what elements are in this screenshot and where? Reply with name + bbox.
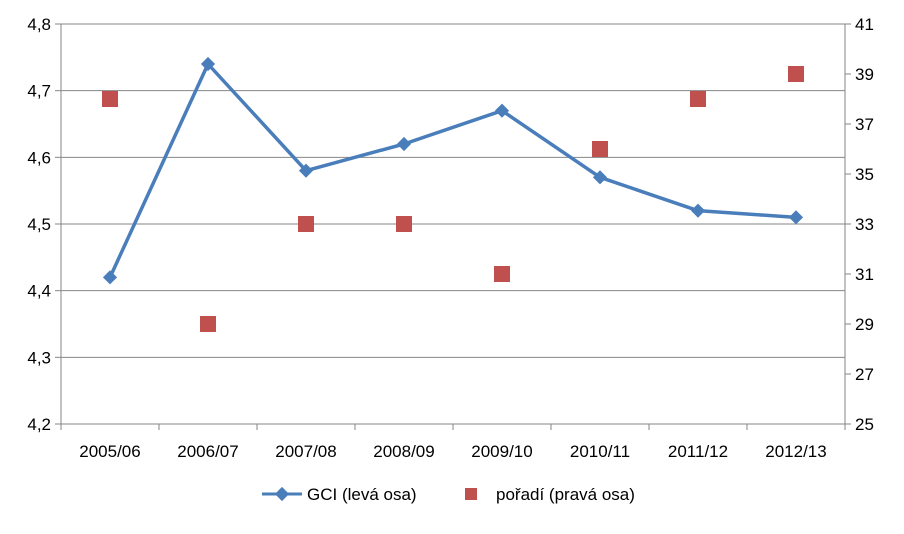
legend: GCI (levá osa) pořadí (pravá osa) xyxy=(262,485,635,504)
rank-point xyxy=(494,266,510,282)
gridlines xyxy=(61,23,845,358)
legend-gci-label: GCI (levá osa) xyxy=(307,485,417,504)
left-axis-tick-label: 4,8 xyxy=(27,15,51,34)
gci-point xyxy=(788,210,804,225)
legend-rank-marker xyxy=(465,488,477,500)
rank-point xyxy=(690,91,706,107)
rank-point xyxy=(592,141,608,157)
right-axis-tick-label: 41 xyxy=(855,15,874,34)
x-axis-tick-label: 2006/07 xyxy=(177,442,238,461)
right-axis-tick-label: 35 xyxy=(855,165,874,184)
rank-point xyxy=(298,216,314,232)
left-axis-tick-label: 4,4 xyxy=(27,282,51,301)
right-axis-tick-label: 31 xyxy=(855,265,874,284)
legend-gci-marker xyxy=(274,486,290,502)
gci-point xyxy=(592,170,608,185)
gci-series xyxy=(102,56,804,285)
x-axis-tick-label: 2007/08 xyxy=(275,442,336,461)
left-axis-tick-labels: 4,2 4,3 4,4 4,5 4,6 4,7 4,8 xyxy=(27,15,51,434)
x-axis-tick-label: 2012/13 xyxy=(765,442,826,461)
left-axis-tick-label: 4,3 xyxy=(27,348,51,367)
legend-rank-label: pořadí (pravá osa) xyxy=(496,485,635,504)
left-axis-tick-label: 4,6 xyxy=(27,148,51,167)
gci-line xyxy=(108,62,797,279)
x-axis-tick-label: 2005/06 xyxy=(79,442,140,461)
left-axis-tick-label: 4,7 xyxy=(27,82,51,101)
gci-point xyxy=(396,136,412,152)
rank-point xyxy=(102,91,118,107)
right-axis-tick-labels: 25 27 29 31 33 35 37 39 41 xyxy=(855,15,874,434)
gci-point xyxy=(102,270,118,285)
left-axis-tick-label: 4,2 xyxy=(27,415,51,434)
x-axis-tick-label: 2011/12 xyxy=(668,442,728,461)
gci-point xyxy=(494,103,510,118)
rank-point xyxy=(788,66,804,82)
left-axis-tick-label: 4,5 xyxy=(27,215,51,234)
right-axis-tick-label: 39 xyxy=(855,65,874,84)
right-axis-tick-label: 33 xyxy=(855,215,874,234)
right-axis-tick-label: 27 xyxy=(855,365,874,384)
x-axis-tick-label: 2009/10 xyxy=(471,442,532,461)
axes xyxy=(55,23,851,430)
x-axis-tick-label: 2008/09 xyxy=(373,442,434,461)
right-axis-tick-label: 25 xyxy=(855,415,874,434)
rank-point xyxy=(396,216,412,232)
gci-point xyxy=(690,203,706,218)
right-axis-tick-label: 37 xyxy=(855,115,874,134)
rank-point xyxy=(200,316,216,332)
gci-point xyxy=(298,163,314,178)
x-axis-tick-labels: 2005/06 2006/07 2007/08 2008/09 2009/10 2010/… xyxy=(79,442,826,461)
x-axis-tick-label: 2010/11 xyxy=(570,442,630,461)
right-axis-tick-label: 29 xyxy=(855,315,874,334)
rank-series xyxy=(102,66,804,332)
